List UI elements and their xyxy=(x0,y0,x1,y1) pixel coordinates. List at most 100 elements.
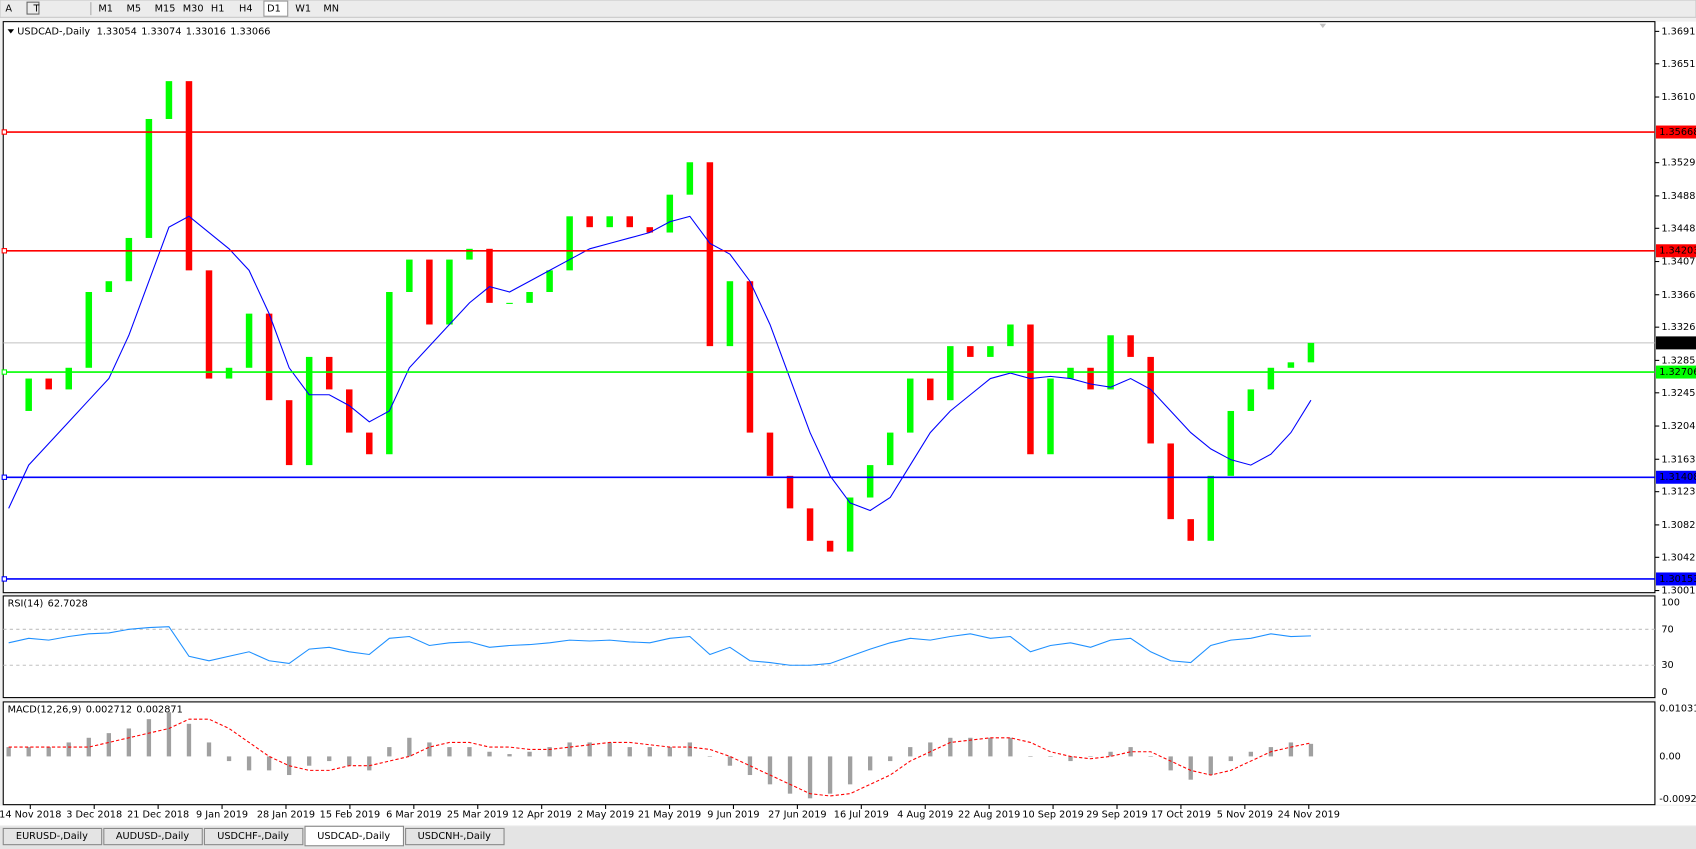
timeframe-button[interactable]: W1 xyxy=(295,4,311,15)
rsi-value: 62.7028 xyxy=(48,598,88,609)
timeframe-button[interactable]: M30 xyxy=(183,4,204,15)
tab-label[interactable]: EURUSD-,Daily xyxy=(16,831,88,842)
candle-down xyxy=(746,281,754,433)
macd-bar xyxy=(868,756,873,771)
candle-down xyxy=(646,227,654,233)
candle-up xyxy=(987,346,994,357)
macd-bar xyxy=(1008,737,1013,757)
macd-bar xyxy=(1308,743,1314,757)
macd-bar xyxy=(1148,756,1153,757)
tab-label[interactable]: AUDUSD-,Daily xyxy=(116,831,189,842)
y-tick-label: 1.30010 xyxy=(1661,586,1696,597)
tab-label[interactable]: USDCHF-,Daily xyxy=(217,831,289,842)
y-tick-label: 1.32450 xyxy=(1661,388,1696,399)
date-axis xyxy=(0,805,1696,826)
candle-up xyxy=(466,248,473,260)
timeframe-button[interactable]: D1 xyxy=(267,4,281,15)
rsi-tick-label: 30 xyxy=(1661,660,1673,671)
current-price-box xyxy=(1655,336,1696,350)
low: 1.33016 xyxy=(186,26,226,37)
macd-bar xyxy=(146,719,152,757)
candle-down xyxy=(325,356,333,390)
tab-label[interactable]: USDCAD-,Daily xyxy=(317,831,390,842)
macd-bar xyxy=(607,742,612,757)
macd-bar xyxy=(1048,756,1053,757)
macd-bar xyxy=(747,756,753,776)
candle-up xyxy=(65,367,73,390)
tool[interactable]: T xyxy=(33,4,40,15)
y-tick-label: 1.33260 xyxy=(1661,322,1696,333)
candle-up xyxy=(1267,367,1275,390)
date-label: 21 Dec 2018 xyxy=(127,809,189,820)
y-tick-label: 1.35290 xyxy=(1661,158,1696,169)
timeframe-button[interactable]: H4 xyxy=(239,4,253,15)
tool[interactable]: A xyxy=(5,4,12,15)
candle-up xyxy=(145,118,153,238)
macd-tick-label: 0.00 xyxy=(1659,751,1681,762)
shift-marker xyxy=(1319,23,1327,29)
timeframe-button[interactable]: M5 xyxy=(127,4,142,15)
level-anchor xyxy=(1,248,8,254)
date-label: 25 Mar 2019 xyxy=(447,809,509,820)
macd-bar xyxy=(1128,747,1133,757)
moving-average xyxy=(8,215,1312,512)
timeframe-button[interactable]: M1 xyxy=(98,4,113,15)
macd-bar xyxy=(66,742,71,757)
tab[interactable] xyxy=(203,827,304,846)
date-label: 6 Mar 2019 xyxy=(386,809,441,820)
macd-bar xyxy=(1088,756,1093,757)
level-box xyxy=(1655,572,1696,586)
macd-bar xyxy=(307,756,312,766)
date-label: 17 Oct 2019 xyxy=(1151,809,1211,820)
candle-down xyxy=(1187,519,1194,541)
candle-up xyxy=(446,259,453,325)
candle-up xyxy=(165,81,173,119)
date-label: 29 Sep 2019 xyxy=(1086,809,1148,820)
level-label: 1.32706 xyxy=(1659,367,1696,378)
macd-bar xyxy=(587,742,592,757)
macd-bar xyxy=(968,737,973,757)
symbol: USDCAD-,Daily xyxy=(17,26,90,37)
candle-up xyxy=(305,356,313,466)
macd-bar xyxy=(427,742,432,757)
candle-up xyxy=(1247,389,1255,411)
macd-bar xyxy=(827,756,833,794)
macd-bar xyxy=(447,747,452,757)
timeframe-button[interactable]: MN xyxy=(323,4,339,15)
candle-down xyxy=(1167,443,1174,520)
candle-up xyxy=(947,346,954,401)
candle-up xyxy=(1207,475,1215,541)
candle-up xyxy=(1107,335,1114,390)
candle-down xyxy=(366,432,373,455)
rsi-tick-label: 100 xyxy=(1661,597,1680,608)
tab[interactable] xyxy=(2,827,103,846)
macd-bar xyxy=(6,747,11,757)
candle-up xyxy=(526,292,533,303)
rsi-tick-label: 70 xyxy=(1661,624,1673,635)
candle-down xyxy=(205,270,213,379)
macd-bar xyxy=(487,751,492,757)
tab[interactable] xyxy=(103,827,203,846)
date-label: 14 Nov 2018 xyxy=(0,809,61,820)
timeframe-button[interactable]: H1 xyxy=(211,4,225,15)
candle-up xyxy=(406,259,413,293)
timeframe-button[interactable]: M15 xyxy=(155,4,176,15)
y-tick-label: 1.34880 xyxy=(1661,191,1696,202)
tab[interactable] xyxy=(405,827,505,846)
y-tick-label: 1.34070 xyxy=(1661,257,1696,268)
tab-label[interactable]: USDCNH-,Daily xyxy=(418,831,492,842)
candle-down xyxy=(766,432,774,476)
macd-bar xyxy=(948,737,953,757)
tab-active[interactable] xyxy=(304,825,404,847)
candle-up xyxy=(245,313,253,368)
rsi-header: RSI(14) 62.7028 xyxy=(8,598,88,609)
macd-bar xyxy=(1228,756,1233,762)
macd-bar xyxy=(988,737,993,757)
macd-bar xyxy=(206,742,212,757)
date-label: 5 Nov 2019 xyxy=(1217,809,1273,820)
open: 1.33054 xyxy=(97,26,137,37)
level-anchor xyxy=(1,369,8,375)
tool-box xyxy=(26,1,40,15)
candle-up xyxy=(85,292,93,368)
date-label: 22 Aug 2019 xyxy=(958,809,1020,820)
